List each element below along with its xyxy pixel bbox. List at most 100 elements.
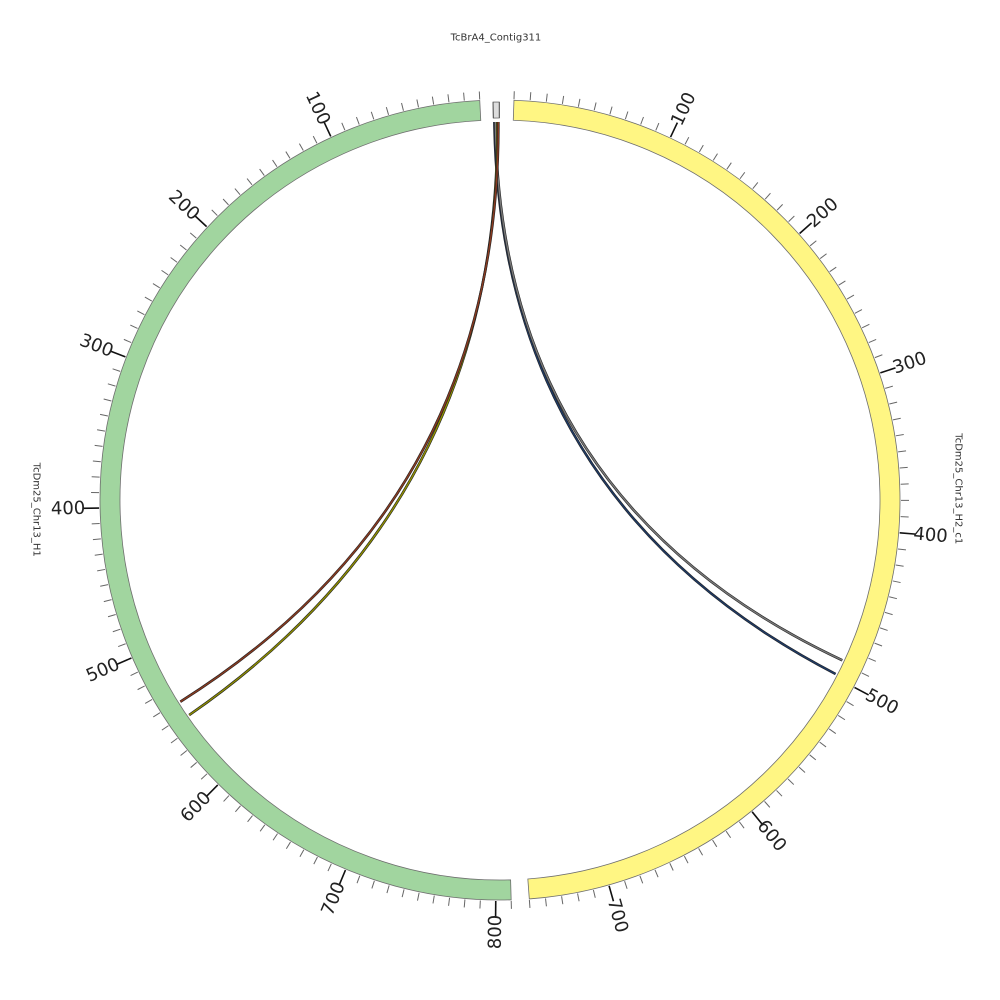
minor-tick — [94, 444, 103, 447]
minor-tick — [298, 143, 304, 151]
minor-tick — [885, 385, 893, 389]
major-tick — [880, 367, 896, 374]
minor-tick — [272, 159, 278, 168]
minor-tick — [655, 122, 660, 131]
minor-tick — [787, 778, 795, 785]
minor-tick — [211, 209, 218, 216]
minor-tick — [161, 725, 169, 731]
segment-name-contig: TcBrA4_Contig311 — [450, 33, 542, 44]
minor-tick — [846, 701, 854, 707]
minor-tick — [828, 728, 837, 734]
link-3 — [179, 122, 500, 703]
segments-layer — [99, 99, 901, 901]
minor-tick — [669, 863, 674, 871]
segment-arc-contig — [492, 101, 500, 119]
major-tick — [608, 885, 615, 902]
minor-tick — [190, 761, 198, 768]
minor-tick — [327, 863, 332, 872]
tick-label-h2-600: 600 — [753, 816, 791, 856]
minor-tick — [529, 92, 532, 101]
minor-tick — [401, 102, 404, 111]
segment-arc-h1 — [99, 100, 512, 901]
minor-tick — [712, 839, 718, 848]
minor-tick — [92, 460, 101, 463]
minor-tick — [152, 283, 160, 289]
minor-tick — [355, 116, 360, 125]
minor-tick — [123, 338, 132, 343]
minor-tick — [223, 795, 230, 802]
minor-tick — [899, 466, 908, 469]
minor-tick — [200, 773, 208, 780]
minor-tick — [463, 92, 465, 101]
minor-tick — [170, 257, 178, 263]
minor-tick — [417, 892, 420, 901]
major-tick — [194, 215, 208, 228]
tick-label-h2-100: 100 — [667, 89, 701, 129]
minor-tick — [96, 429, 106, 432]
minor-tick — [895, 564, 904, 567]
minor-tick — [356, 875, 361, 884]
minor-tick — [726, 162, 732, 170]
major-tick — [799, 222, 813, 235]
minor-tick — [370, 111, 375, 120]
minor-tick — [432, 895, 435, 904]
minor-tick — [764, 192, 771, 200]
minor-tick — [884, 611, 893, 616]
minor-tick — [892, 417, 901, 421]
minor-tick — [246, 178, 253, 186]
minor-tick — [170, 737, 178, 744]
tick-label-h1-700: 700 — [317, 879, 350, 919]
minor-tick — [299, 849, 305, 857]
minor-tick — [798, 766, 806, 773]
minor-tick — [161, 269, 169, 276]
minor-tick — [577, 98, 581, 107]
minor-tick — [371, 880, 375, 889]
tick-label-h1-100: 100 — [301, 88, 335, 128]
tick-label-h1-800: 800 — [485, 915, 506, 950]
segment-name-h1: TcDm25_Chr13_H1 — [31, 462, 42, 557]
segment-name-h2: TcDm25_Chr13_H2_c1 — [952, 432, 963, 544]
link-0 — [493, 122, 836, 675]
minor-tick — [874, 642, 883, 647]
minor-tick — [861, 323, 870, 329]
minor-tick — [259, 824, 266, 832]
minor-tick — [545, 898, 547, 907]
minor-tick — [130, 671, 139, 676]
minor-tick — [130, 324, 138, 329]
minor-tick — [846, 294, 855, 300]
minor-tick — [838, 280, 846, 286]
major-tick — [338, 869, 347, 886]
ticks-layer — [83, 91, 916, 917]
minor-tick — [809, 240, 817, 247]
minor-tick — [874, 354, 883, 359]
major-tick — [110, 350, 126, 358]
minor-tick — [97, 568, 106, 572]
minor-tick — [776, 790, 783, 797]
minor-tick — [137, 310, 145, 316]
minor-tick — [868, 657, 877, 662]
minor-tick — [107, 383, 116, 387]
minor-tick — [153, 712, 161, 718]
major-tick — [669, 122, 679, 138]
minor-tick — [447, 94, 450, 103]
tick-label-h2-500: 500 — [862, 685, 902, 720]
minor-tick — [698, 848, 704, 856]
minor-tick — [313, 856, 318, 865]
minor-tick — [868, 338, 877, 344]
minor-tick — [222, 198, 229, 206]
minor-tick — [386, 885, 390, 894]
tick-label-h2-700: 700 — [603, 896, 633, 935]
link-outline-1 — [494, 122, 843, 662]
minor-tick — [895, 434, 904, 437]
minor-tick — [837, 715, 846, 721]
minor-tick — [107, 614, 116, 618]
minor-tick — [144, 296, 153, 302]
minor-tick — [448, 897, 451, 906]
link-1 — [494, 122, 843, 661]
minor-tick — [854, 309, 863, 314]
minor-tick — [752, 182, 759, 190]
minor-tick — [247, 815, 253, 823]
minor-tick — [788, 215, 795, 222]
minor-tick — [117, 643, 126, 648]
